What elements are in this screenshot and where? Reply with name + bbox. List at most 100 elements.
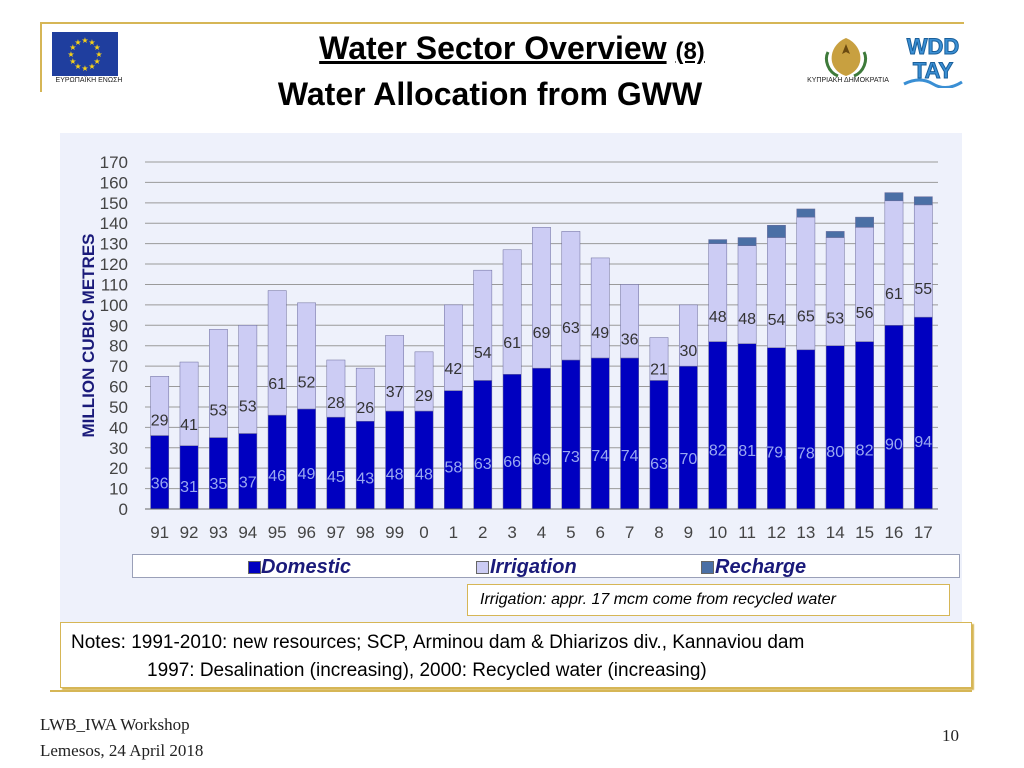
data-label-domestic: 70 — [679, 451, 697, 468]
bar-irrigation — [414, 351, 434, 412]
bar-irrigation — [855, 227, 874, 342]
x-tick-label: 99 — [385, 523, 404, 542]
data-label-domestic: 78 — [797, 445, 815, 462]
data-label-domestic: 36 — [151, 475, 169, 492]
eu-star: ★ — [94, 57, 101, 66]
bar-irrigation — [825, 237, 845, 346]
bar-domestic — [414, 410, 434, 510]
y-tick-label: 70 — [109, 357, 128, 376]
data-label-irrigation: 53 — [826, 311, 844, 328]
bar-recharge — [913, 196, 933, 206]
page-title-main: Water Sector Overview — [319, 30, 667, 66]
data-label-irrigation: 53 — [239, 398, 257, 415]
data-label-domestic: 37 — [239, 475, 257, 492]
y-tick-label: 60 — [109, 378, 128, 397]
y-tick-label: 160 — [100, 173, 128, 192]
bar-irrigation — [884, 200, 904, 326]
y-tick-label: 100 — [100, 296, 128, 315]
data-label-irrigation: 41 — [180, 417, 198, 434]
bar-domestic — [913, 316, 933, 510]
data-label-irrigation: 48 — [738, 311, 756, 328]
bar-domestic — [385, 410, 405, 510]
eu-star: ★ — [67, 50, 74, 59]
data-label-irrigation: 55 — [914, 281, 932, 298]
data-label-irrigation: 53 — [210, 403, 228, 420]
x-tick-label: 93 — [209, 523, 228, 542]
bar-recharge — [767, 225, 786, 238]
eu-star: ★ — [81, 36, 88, 45]
bar-irrigation — [179, 361, 199, 446]
top-border-line — [40, 22, 964, 24]
y-tick-label: 0 — [119, 500, 128, 519]
y-tick-label: 80 — [109, 337, 128, 356]
eu-star: ★ — [74, 38, 81, 47]
data-label-domestic: 79, — [765, 445, 787, 462]
data-label-domestic: 43 — [356, 470, 374, 487]
x-tick-label: 15 — [855, 523, 874, 542]
y-tick-label: 20 — [109, 459, 128, 478]
legend-label-domestic: Domestic — [261, 556, 352, 578]
data-label-irrigation: 28 — [327, 395, 345, 412]
bar-domestic — [767, 347, 786, 510]
bar-irrigation — [502, 249, 522, 375]
bar-domestic — [444, 390, 463, 510]
x-tick-label: 2 — [478, 523, 487, 542]
bar-domestic — [561, 359, 581, 510]
data-label-domestic: 81 — [738, 443, 756, 460]
bar-domestic — [209, 437, 228, 510]
eu-star: ★ — [69, 43, 76, 52]
bar-domestic — [532, 367, 551, 510]
page-title-number: (8) — [675, 38, 705, 65]
data-label-domestic: 82 — [709, 442, 727, 459]
x-tick-label: 7 — [625, 523, 634, 542]
x-tick-label: 92 — [180, 523, 199, 542]
eu-flag-logo: ★ ★ ★ ★ ★ ★ ★ ★ ★ ★ ★ ★ — [52, 32, 118, 76]
y-tick-label: 40 — [109, 418, 128, 437]
bottom-border-line — [50, 690, 972, 692]
y-tick-label: 110 — [101, 275, 128, 294]
bar-domestic — [473, 380, 493, 510]
x-tick-label: 0 — [419, 523, 428, 542]
bar-recharge — [825, 231, 845, 238]
data-label-irrigation: 63 — [562, 320, 580, 337]
y-tick-label: 90 — [109, 316, 128, 335]
eu-logo-caption: ΕΥΡΩΠΑΪΚΗ ΕΝΩΣΗ — [55, 77, 123, 84]
bar-recharge — [884, 192, 904, 202]
data-label-domestic: 48 — [386, 467, 404, 484]
cyprus-logo-caption: ΚΥΠΡΙΑΚΗ ΔΗΜΟΚΡΑΤΙΑ — [807, 77, 889, 84]
legend-label-irrigation: Irrigation — [490, 556, 577, 578]
data-label-irrigation: 61 — [503, 335, 521, 352]
data-label-irrigation: 65 — [797, 309, 815, 326]
data-label-domestic: 58 — [444, 460, 462, 477]
irrigation-note: Irrigation: appr. 17 mcm come from recyc… — [467, 584, 950, 616]
data-label-domestic: 74 — [621, 448, 639, 465]
eu-star: ★ — [69, 57, 76, 66]
bar-domestic — [884, 325, 904, 510]
data-label-domestic: 94 — [914, 434, 932, 451]
wdd-logo-bottom-text: TAY — [913, 58, 954, 83]
bar-domestic — [678, 365, 698, 510]
x-tick-label: 98 — [356, 523, 375, 542]
eu-star: ★ — [88, 62, 95, 71]
data-label-domestic: 48 — [415, 467, 433, 484]
left-border-line — [40, 22, 42, 92]
bar-irrigation — [649, 337, 669, 381]
data-label-irrigation: 21 — [650, 362, 668, 379]
bar-domestic — [796, 349, 816, 510]
bar-irrigation — [590, 257, 610, 359]
legend-swatch-domestic — [248, 561, 261, 574]
bar-domestic — [355, 420, 375, 510]
bar-irrigation — [532, 227, 551, 369]
notes-box: Notes: 1991-2010: new resources; SCP, Ar… — [60, 622, 972, 688]
eu-star: ★ — [74, 62, 81, 71]
data-label-domestic: 73 — [562, 449, 580, 466]
bar-recharge — [796, 208, 816, 218]
x-tick-label: 11 — [738, 523, 756, 542]
bar-irrigation — [297, 302, 316, 410]
bar-recharge — [737, 237, 757, 246]
bar-domestic — [179, 445, 199, 510]
bar-domestic — [238, 433, 258, 510]
page-subtitle: Water Allocation from GWW — [277, 76, 703, 112]
data-label-irrigation: 61 — [268, 376, 286, 393]
data-label-irrigation: 29 — [415, 388, 433, 405]
